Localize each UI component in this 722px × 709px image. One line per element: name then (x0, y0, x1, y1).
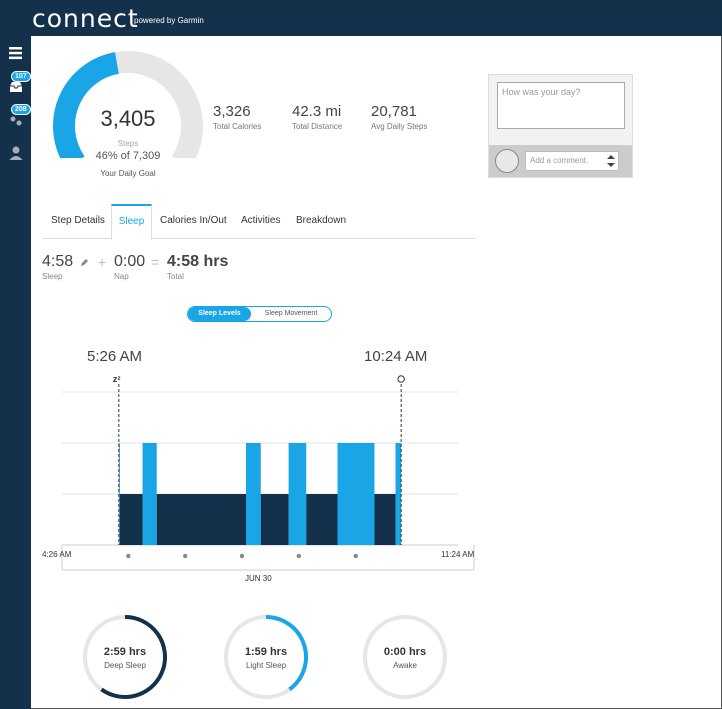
hour-tick-dot (182, 553, 188, 559)
deep-sleep-value: 2:59 hrs (103, 646, 147, 658)
sidebar: 107 208 (0, 36, 31, 709)
nap-label: Nap (114, 272, 129, 281)
tab-activities[interactable]: Activities (241, 215, 281, 226)
menu-icon[interactable] (7, 44, 25, 62)
light-sleep-bar (142, 443, 157, 545)
sleep-zzz-icon: zᶻ (113, 374, 121, 384)
edit-pencil-icon[interactable] (80, 258, 89, 267)
app-logo-subtitle: powered by Garmin (134, 16, 204, 25)
sleep-start-time: 5:26 AM (87, 348, 143, 365)
steps-label: Steps (117, 139, 139, 148)
inbox-badge: 107 (11, 71, 31, 82)
light-sleep-total: 1:59 hrs Light Sleep (223, 614, 309, 700)
hour-tick-dot (126, 553, 131, 559)
light-sleep-value: 1:59 hrs (244, 646, 288, 658)
connections-icon[interactable] (7, 112, 25, 130)
sleep-end-time: 10:24 AM (364, 348, 428, 365)
stat-value: 20,781 (371, 103, 417, 120)
deep-sleep-bar (374, 494, 396, 545)
total-label: Total (167, 272, 184, 281)
inbox-icon[interactable] (7, 78, 25, 96)
stat-label: Total Calories (213, 122, 262, 131)
light-sleep-bar (245, 443, 261, 545)
stat-label: Total Distance (292, 122, 343, 131)
ring-progress (100, 615, 167, 699)
connections-badge: 208 (11, 104, 31, 115)
steps-count: 3,405 (100, 106, 156, 131)
steps-goal-gauge (53, 51, 203, 158)
awake-value: 0:00 hrs (383, 646, 427, 658)
hour-tick-dot (239, 553, 245, 559)
stat-value: 3,326 (213, 103, 251, 120)
sleep-view-toggle: Sleep Levels Sleep Movement (187, 306, 332, 322)
top-bar: connect powered by Garmin (0, 0, 722, 36)
sleep-label: Sleep (42, 272, 63, 281)
add-comment-input[interactable]: Add a comment. (525, 151, 619, 171)
tab-step-details[interactable]: Step Details (51, 215, 105, 226)
total-sleep: 4:58 hrs (167, 253, 229, 270)
sleep-movement-button[interactable]: Sleep Movement (264, 310, 318, 317)
ring-track (363, 615, 447, 699)
ring-progress (265, 615, 308, 691)
stat-avg-daily-steps: 20,781 Avg Daily Steps (371, 103, 427, 131)
deep-sleep-bar (306, 494, 338, 545)
equals-sign: = (151, 254, 160, 270)
axis-start-label: 4:26 AM (42, 550, 72, 559)
awake-label: Awake (393, 661, 417, 670)
deep-sleep-label: Deep Sleep (104, 661, 146, 670)
light-sleep-label: Light Sleep (245, 661, 287, 670)
comment-bar: Add a comment. (489, 145, 632, 177)
sleep-duration: 4:58 (42, 253, 74, 270)
chart-date-label: JUN 30 (245, 574, 272, 583)
hour-tick-dot (353, 553, 358, 559)
alarm-clock-icon (397, 375, 405, 383)
day-note-textarea[interactable]: How was your day? (497, 82, 625, 129)
stat-total-calories: 3,326 Total Calories (213, 103, 261, 131)
nap-duration: 0:00 (114, 253, 146, 270)
comment-panel: How was your day? Add a comment. (488, 74, 633, 178)
deep-sleep-bar (260, 494, 289, 545)
light-sleep-bar (337, 443, 375, 545)
sleep-levels-chart: zᶻ (61, 374, 475, 571)
deep-sleep-total: 2:59 hrs Deep Sleep (82, 614, 168, 700)
awake-ring (363, 615, 447, 699)
stat-total-distance: 42.3 mi Total Distance (292, 103, 342, 131)
stat-value: 42.3 mi (292, 103, 342, 120)
light-sleep-ring (224, 615, 308, 699)
light-sleep-bar (288, 443, 307, 545)
profile-icon[interactable] (7, 144, 25, 162)
deep-sleep-ring (83, 615, 167, 699)
app-logo[interactable]: connect (32, 4, 139, 33)
daily-goal-label: Your Daily Goal (100, 169, 156, 178)
hour-tick-dot (296, 553, 302, 559)
sleep-levels-button[interactable]: Sleep Levels (188, 307, 251, 321)
tab-calories-in-out[interactable]: Calories In/Out (160, 215, 227, 226)
comment-scroll-icon[interactable] (606, 154, 616, 168)
stat-label: Avg Daily Steps (371, 122, 428, 131)
deep-sleep-bar (119, 494, 143, 545)
axis-end-label: 11:24 AM (441, 550, 475, 559)
light-sleep-bar (395, 443, 402, 545)
steps-goal-percent: 46% of 7,309 (95, 150, 161, 162)
tab-sleep[interactable]: Sleep (111, 204, 152, 240)
tab-breakdown[interactable]: Breakdown (296, 215, 347, 226)
plus-sign: + (98, 254, 107, 270)
detail-tabs: Step Details Sleep Calories In/Out Activ… (42, 204, 476, 240)
avatar[interactable] (495, 149, 519, 173)
deep-sleep-bar (156, 494, 246, 545)
awake-total: 0:00 hrs Awake (362, 614, 448, 700)
